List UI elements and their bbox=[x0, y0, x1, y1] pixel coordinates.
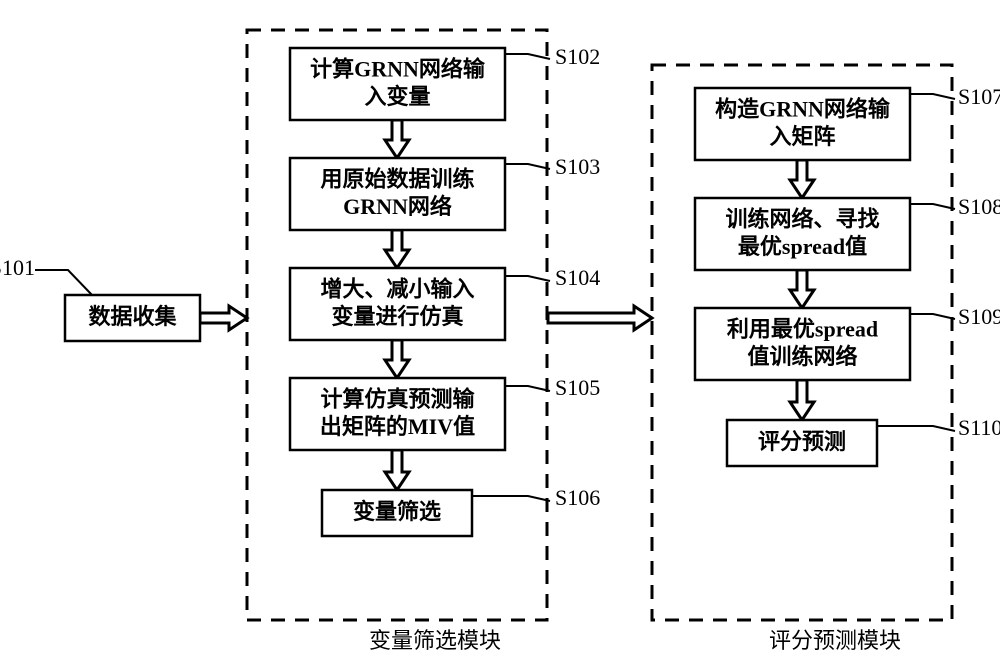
s110-label: S110 bbox=[958, 415, 1000, 440]
s104-leader bbox=[505, 276, 550, 281]
s102-label: S102 bbox=[555, 44, 600, 69]
s110-line0: 评分预测 bbox=[758, 429, 846, 454]
s109-leader bbox=[910, 314, 955, 319]
s107-line0: 构造GRNN网络输 bbox=[715, 96, 891, 121]
s101-line0: 数据收集 bbox=[88, 304, 177, 329]
s107-line1: 入矩阵 bbox=[769, 124, 835, 149]
s103-line0: 用原始数据训练 bbox=[320, 166, 474, 191]
a-s104-s105 bbox=[385, 340, 409, 378]
s101-leader bbox=[35, 270, 92, 295]
s104-line0: 增大、减小输入 bbox=[320, 276, 474, 301]
s106-leader bbox=[472, 496, 550, 501]
s110-leader bbox=[877, 426, 955, 431]
a-s105-s106 bbox=[385, 450, 409, 490]
s103-label: S103 bbox=[555, 154, 600, 179]
s105-line0: 计算仿真预测输 bbox=[320, 386, 475, 411]
mod2-caption: 评分预测模块 bbox=[769, 628, 901, 653]
a-s108-s109 bbox=[790, 270, 814, 308]
s101-label: S101 bbox=[0, 255, 35, 280]
a-s107-s108 bbox=[790, 160, 814, 198]
a-s103-s104 bbox=[385, 230, 409, 268]
s105-label: S105 bbox=[555, 375, 600, 400]
s105-line1: 出矩阵的MIV值 bbox=[320, 414, 475, 439]
s107-leader bbox=[910, 94, 955, 99]
mod1-caption: 变量筛选模块 bbox=[369, 628, 501, 653]
s106-label: S106 bbox=[555, 485, 600, 510]
s109-label: S109 bbox=[958, 304, 1000, 329]
s105-leader bbox=[505, 386, 550, 391]
a-s101-mod1 bbox=[200, 306, 247, 330]
s108-line0: 训练网络、寻找 bbox=[725, 206, 879, 231]
s108-line1: 最优spread值 bbox=[738, 234, 867, 259]
a-s109-s110 bbox=[790, 380, 814, 420]
s102-line1: 入变量 bbox=[364, 84, 430, 109]
s104-line1: 变量进行仿真 bbox=[331, 304, 463, 329]
s103-leader bbox=[505, 164, 550, 169]
s109-line0: 利用最优spread bbox=[727, 316, 878, 341]
s108-label: S108 bbox=[958, 194, 1000, 219]
s104-label: S104 bbox=[555, 265, 600, 290]
s108-leader bbox=[910, 204, 955, 209]
a-s102-s103 bbox=[385, 120, 409, 158]
s102-line0: 计算GRNN网络输 bbox=[310, 56, 486, 81]
s102-leader bbox=[505, 54, 550, 59]
s107-label: S107 bbox=[958, 84, 1000, 109]
s106-line0: 变量筛选 bbox=[353, 499, 441, 524]
s109-line1: 值训练网络 bbox=[747, 344, 857, 369]
a-mod1-mod2 bbox=[548, 306, 652, 330]
s103-line1: GRNN网络 bbox=[343, 194, 452, 219]
